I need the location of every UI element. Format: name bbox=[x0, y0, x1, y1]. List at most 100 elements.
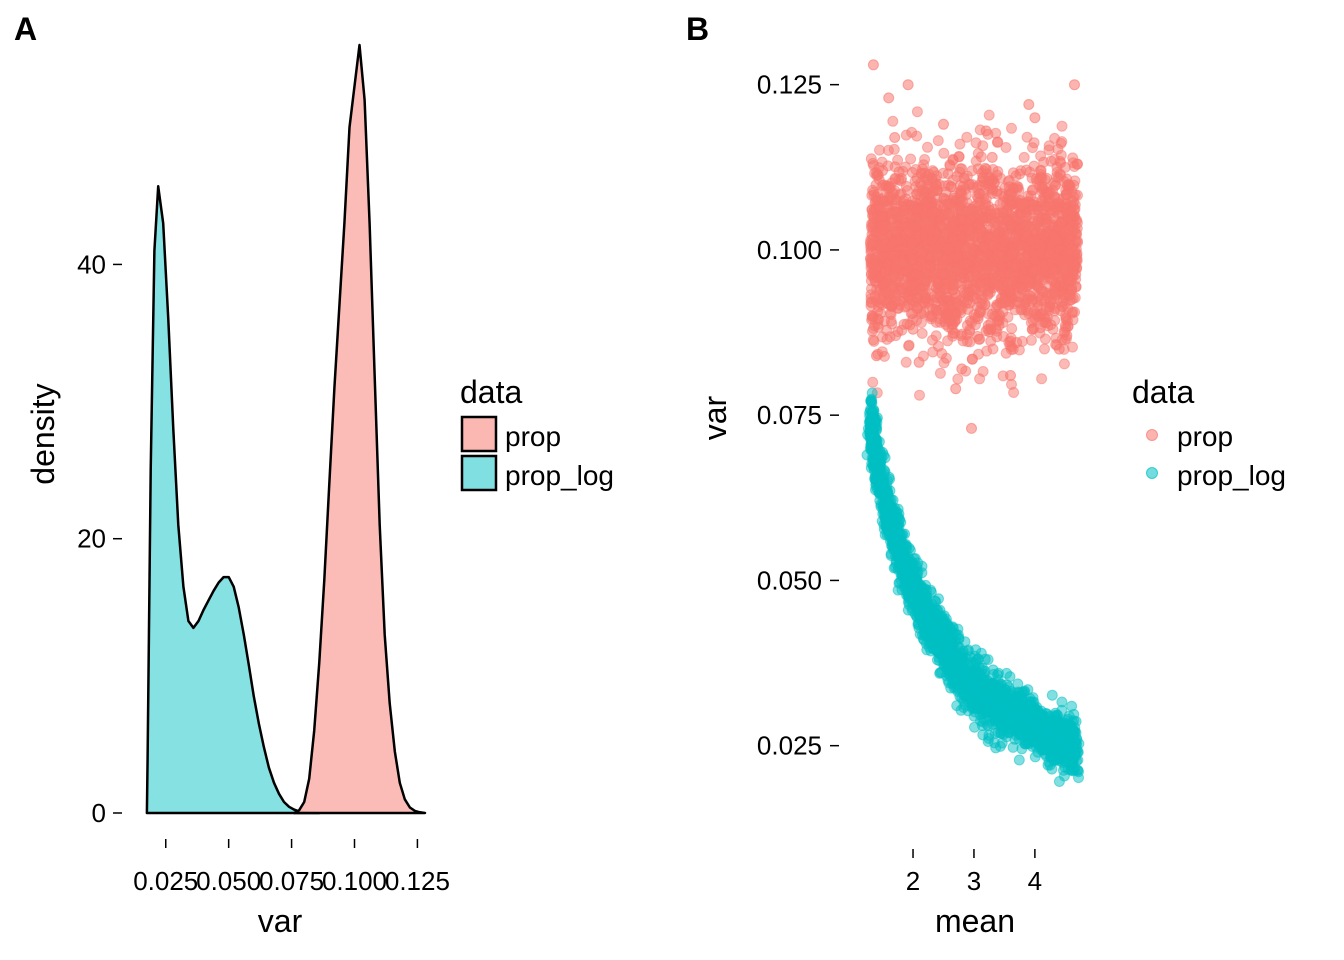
point-prop bbox=[1062, 179, 1074, 190]
point-prop bbox=[936, 268, 948, 280]
point-prop bbox=[871, 350, 882, 362]
point-prop bbox=[966, 422, 977, 434]
point-prop bbox=[984, 205, 996, 217]
point-prop bbox=[882, 144, 894, 156]
point-prop bbox=[944, 277, 956, 289]
x-tick-label-a: 0.125 bbox=[385, 866, 450, 896]
point-prop bbox=[1006, 122, 1017, 134]
point-prop bbox=[867, 59, 879, 71]
point-prop-log bbox=[865, 394, 877, 406]
legend-a: data prop prop_log bbox=[460, 374, 614, 492]
point-prop-log bbox=[919, 608, 931, 619]
point-prop-log bbox=[954, 691, 966, 702]
point-prop-log bbox=[970, 644, 982, 656]
series-prop-log-points bbox=[861, 387, 1085, 787]
point-prop bbox=[1069, 260, 1080, 272]
point-prop-log bbox=[1013, 754, 1025, 766]
point-prop-log bbox=[1072, 746, 1083, 758]
point-prop-log bbox=[1002, 727, 1014, 739]
point-prop bbox=[942, 168, 954, 180]
point-prop-log bbox=[1040, 742, 1052, 754]
point-prop bbox=[956, 328, 968, 340]
point-prop bbox=[1068, 225, 1080, 237]
point-prop-log bbox=[889, 528, 901, 540]
point-prop bbox=[880, 287, 891, 299]
y-tick-label-b: 0.050 bbox=[757, 565, 822, 595]
point-prop bbox=[1039, 343, 1050, 355]
point-prop bbox=[957, 195, 969, 207]
point-prop-log bbox=[885, 550, 897, 561]
point-prop bbox=[998, 281, 1010, 292]
point-prop bbox=[938, 147, 950, 159]
point-prop-log bbox=[959, 699, 971, 711]
point-prop bbox=[954, 138, 966, 150]
point-prop bbox=[922, 141, 933, 153]
point-prop bbox=[956, 363, 968, 375]
point-prop-log bbox=[992, 700, 1004, 712]
point-prop bbox=[931, 184, 943, 196]
point-prop bbox=[980, 125, 992, 137]
point-prop bbox=[890, 226, 902, 238]
point-prop bbox=[1048, 231, 1060, 243]
point-prop-log bbox=[994, 718, 1006, 730]
point-prop bbox=[975, 277, 987, 289]
point-prop bbox=[1049, 154, 1060, 165]
point-prop bbox=[966, 353, 978, 365]
point-prop bbox=[907, 237, 919, 249]
point-prop bbox=[1068, 196, 1080, 208]
point-prop bbox=[910, 268, 922, 280]
point-prop bbox=[946, 221, 958, 233]
point-prop bbox=[1006, 248, 1018, 260]
point-prop bbox=[938, 118, 949, 130]
point-prop bbox=[887, 115, 899, 127]
point-prop-log bbox=[944, 647, 956, 659]
point-prop bbox=[985, 335, 997, 347]
point-prop bbox=[1058, 358, 1070, 370]
point-prop bbox=[901, 300, 913, 312]
point-prop bbox=[1030, 264, 1042, 276]
point-prop bbox=[906, 253, 918, 265]
point-prop bbox=[1009, 258, 1021, 270]
point-prop bbox=[954, 163, 966, 175]
point-prop bbox=[998, 267, 1010, 279]
point-prop bbox=[981, 264, 993, 275]
point-prop bbox=[905, 280, 917, 292]
point-prop bbox=[1018, 151, 1030, 163]
point-prop bbox=[1056, 120, 1068, 132]
point-prop bbox=[1044, 301, 1056, 313]
point-prop bbox=[966, 203, 977, 215]
point-prop bbox=[1005, 370, 1016, 381]
point-prop bbox=[892, 154, 904, 166]
point-prop bbox=[1069, 79, 1080, 91]
point-prop-log bbox=[1058, 770, 1070, 782]
x-tick-label-a: 0.050 bbox=[196, 866, 261, 896]
point-prop-log bbox=[939, 657, 951, 669]
point-prop-log bbox=[931, 627, 943, 639]
point-prop bbox=[902, 79, 914, 91]
point-prop bbox=[1017, 198, 1029, 210]
x-tick-label-b: 3 bbox=[967, 866, 981, 896]
point-prop-log bbox=[907, 581, 919, 593]
y-tick-label-a: 0 bbox=[92, 798, 106, 828]
point-prop bbox=[889, 172, 901, 184]
legend-label-prop-b: prop bbox=[1177, 421, 1233, 452]
point-prop bbox=[1005, 219, 1017, 231]
point-prop bbox=[1036, 373, 1048, 385]
point-prop bbox=[942, 243, 954, 255]
point-prop-log bbox=[948, 675, 960, 687]
point-prop bbox=[1047, 184, 1059, 196]
point-prop bbox=[959, 172, 970, 184]
point-prop-log bbox=[1041, 727, 1053, 738]
panel-a-letter: A bbox=[14, 11, 37, 47]
point-prop-log bbox=[864, 416, 876, 428]
point-prop bbox=[961, 258, 973, 269]
x-tick-label-a: 0.025 bbox=[133, 866, 198, 896]
point-prop bbox=[926, 311, 938, 323]
point-prop bbox=[997, 197, 1009, 208]
point-prop-log bbox=[1005, 707, 1016, 719]
legend-label-prop-log-a: prop_log bbox=[505, 460, 614, 491]
point-prop-log bbox=[1009, 694, 1021, 706]
